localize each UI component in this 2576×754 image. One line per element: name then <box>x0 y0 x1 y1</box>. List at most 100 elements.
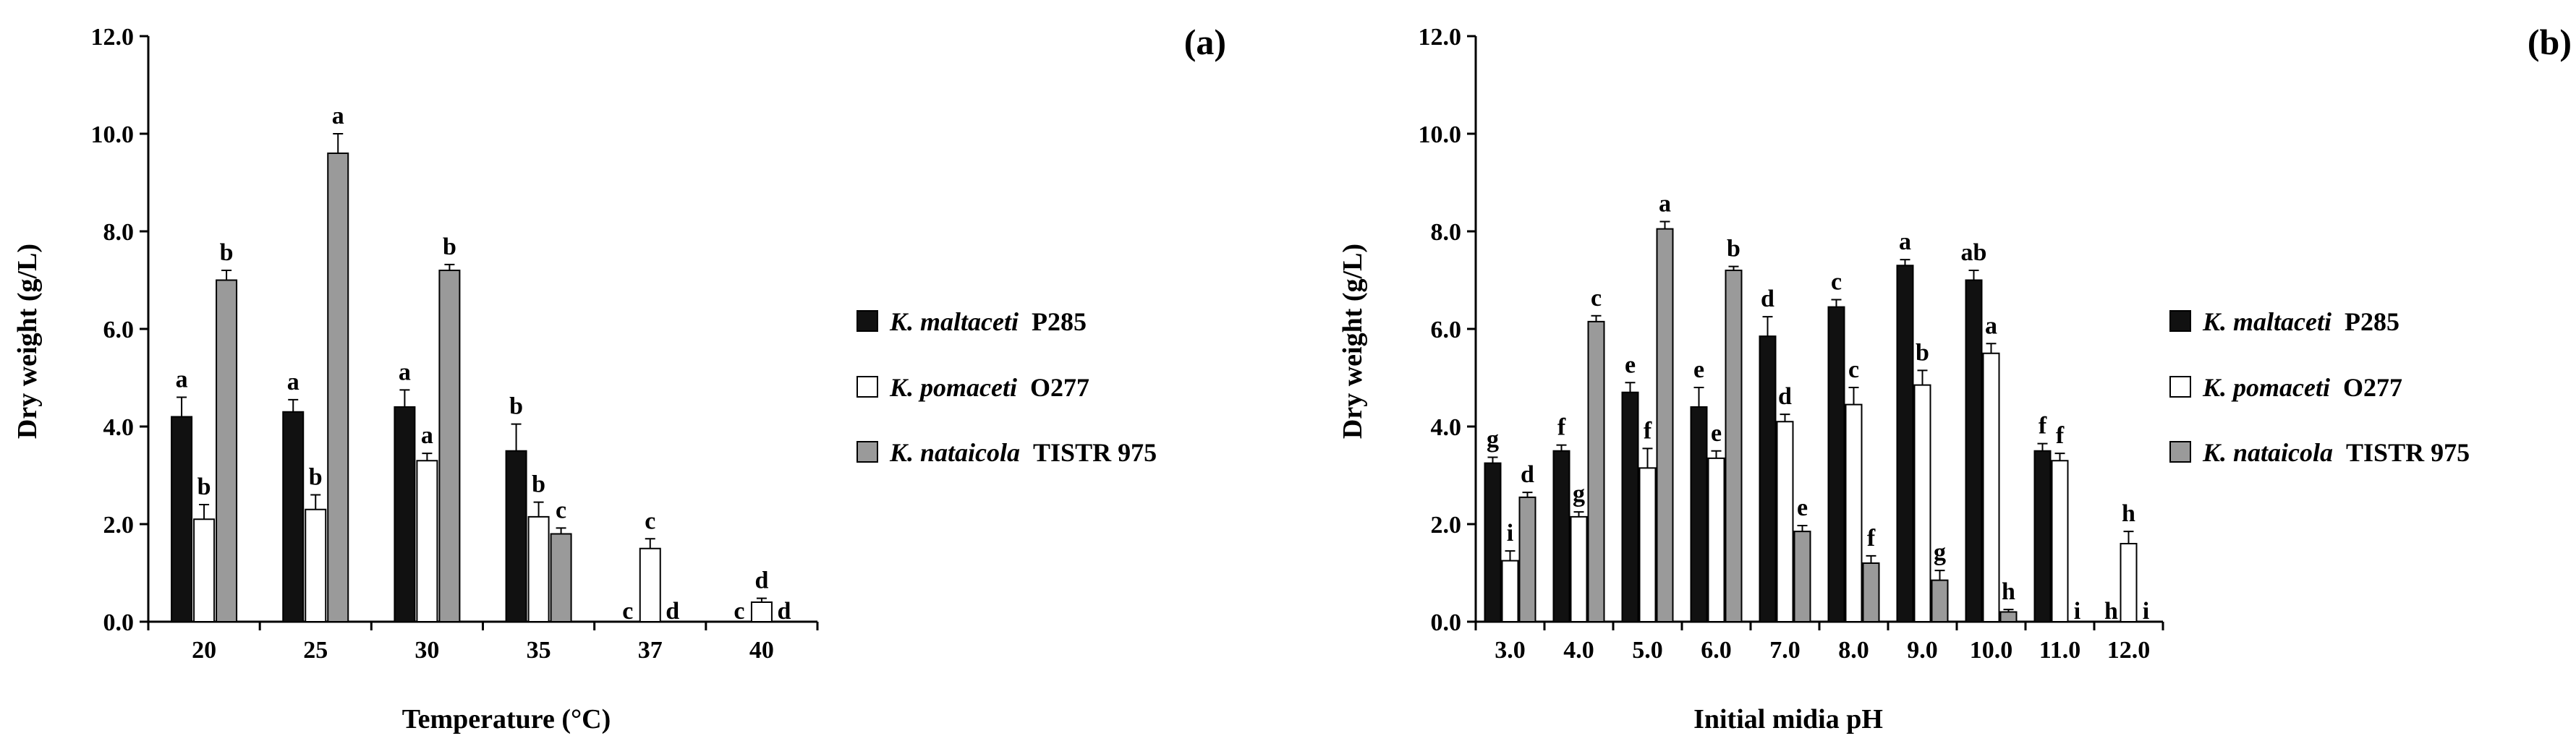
panel-b-x-axis-title: Initial midia pH <box>1693 704 1883 734</box>
significance-letter: h <box>2104 598 2118 625</box>
bar <box>216 279 238 622</box>
bar <box>416 460 438 622</box>
bar <box>505 450 527 622</box>
bar <box>1999 611 2018 622</box>
panel-a-x-tick-label: 37 <box>638 637 663 664</box>
bar <box>1827 306 1845 622</box>
legend-swatch-pomaceti <box>856 376 878 398</box>
bar <box>1759 335 1777 622</box>
significance-letter: i <box>1507 520 1513 547</box>
significance-letter: a <box>176 367 188 393</box>
panel-b-y-tick-label: 4.0 <box>1431 414 1462 441</box>
bar <box>282 411 305 622</box>
bar <box>305 508 327 622</box>
significance-letter: e <box>1625 351 1636 378</box>
bar <box>394 406 416 622</box>
bar <box>1690 406 1708 622</box>
panel-b-x-tick-label: 10.0 <box>1970 637 2013 664</box>
significance-letter: a <box>1985 312 1997 339</box>
panel-a-x-tick-label: 25 <box>303 637 328 664</box>
bar <box>750 601 773 622</box>
bar <box>1638 467 1657 622</box>
panel-b-x-tick-label: 3.0 <box>1495 637 1526 664</box>
bar <box>327 153 349 622</box>
bar <box>1587 320 1605 622</box>
panel-b-x-tick-label: 5.0 <box>1632 637 1663 664</box>
panel-a-y-tick-label: 2.0 <box>103 512 135 539</box>
significance-letter: d <box>666 598 679 625</box>
panel-a-x-tick-label: 35 <box>527 637 551 664</box>
significance-letter: d <box>1761 286 1774 312</box>
significance-letter: c <box>622 598 633 625</box>
significance-letter: ab <box>1961 239 1987 266</box>
bar <box>2051 460 2069 622</box>
significance-letter: i <box>2074 598 2080 625</box>
panel-b-label: (b) <box>2528 22 2572 62</box>
panel-b-x-tick-label: 9.0 <box>1907 637 1938 664</box>
significance-letter: f <box>2056 422 2065 449</box>
panel-b-y-tick-label: 6.0 <box>1431 317 1462 343</box>
panel-a-y-tick-label: 6.0 <box>103 317 135 343</box>
significance-letter: e <box>1693 356 1704 383</box>
significance-letter: b <box>220 239 234 266</box>
panel-b-x-tick-label: 12.0 <box>2107 637 2151 664</box>
panel-a-y-tick-label: 0.0 <box>103 609 135 636</box>
panel-a-y-tick-label: 12.0 <box>91 24 135 51</box>
bar <box>1793 531 1811 622</box>
panel-a-x-axis-title: Temperature (°C) <box>402 704 611 734</box>
legend-swatch-nataicola-box <box>856 441 878 463</box>
panel-b-x-tick-label: 6.0 <box>1701 637 1732 664</box>
panel-a-y-tick-label: 8.0 <box>103 219 135 246</box>
significance-letter: b <box>509 393 523 420</box>
panel-b-x-tick-label: 7.0 <box>1769 637 1801 664</box>
panel-b-legend: K. maltaceti P285 K. pomaceti O277 K. nata… <box>2169 307 2470 467</box>
bar <box>1501 560 1519 622</box>
significance-letter: c <box>1831 269 1842 296</box>
panel-b-x-tick-label: 8.0 <box>1838 637 1869 664</box>
bar <box>1913 384 1931 622</box>
significance-letter: b <box>309 464 323 491</box>
significance-letter: b <box>1727 236 1740 262</box>
panel-b-y-tick-label: 8.0 <box>1431 219 1462 246</box>
bar <box>1725 270 1743 622</box>
bar <box>2120 543 2138 622</box>
legend-label-maltaceti: K. maltaceti P285 <box>889 307 1087 336</box>
bar <box>1656 228 1674 622</box>
significance-letter: e <box>1711 420 1722 447</box>
significance-letter: e <box>1797 494 1808 521</box>
significance-letter: c <box>645 507 655 534</box>
bar <box>550 533 572 622</box>
panel-b-y-tick-label: 12.0 <box>1419 24 1462 51</box>
bar <box>1707 457 1725 622</box>
bar <box>1862 562 1880 622</box>
significance-letter: a <box>1899 228 1911 255</box>
panel-b-y-tick-label: 2.0 <box>1431 512 1462 539</box>
significance-letter: a <box>287 369 299 395</box>
significance-letter: i <box>2143 598 2149 625</box>
bar <box>1776 421 1794 622</box>
legend-b-label-nataicola: K. nataicola TISTR 975 <box>2202 438 2470 467</box>
legend-b-label-pomaceti: K. pomaceti O277 <box>2202 373 2402 402</box>
bar <box>2033 450 2052 622</box>
panel-a-y-tick-label: 10.0 <box>91 121 135 148</box>
significance-letter: a <box>332 103 344 129</box>
panel-a-y-axis-title: Dry weight (g/L) <box>12 244 43 439</box>
bar <box>171 416 193 622</box>
significance-letter: b <box>1916 339 1929 366</box>
panel-b-ph-chart: (b) Initial midia pH Dry weight (g/L) 0.… <box>1338 22 2572 734</box>
bar <box>1845 403 1863 622</box>
legend-b-swatch-maltaceti <box>2169 310 2191 332</box>
legend-b-label-maltaceti: K. maltaceti P285 <box>2202 307 2399 336</box>
panel-a-temperature-chart: (a) Temperature (°C) Dry weight (g/L) 0.… <box>12 22 1226 734</box>
significance-letter: f <box>2039 413 2047 440</box>
bar <box>1484 462 1502 622</box>
significance-letter: b <box>532 471 545 498</box>
significance-letter: b <box>443 234 456 260</box>
panel-a-y-tick-label: 4.0 <box>103 414 135 441</box>
significance-letter: c <box>734 598 744 625</box>
bar <box>527 515 550 622</box>
panel-b-y-tick-label: 10.0 <box>1419 121 1462 148</box>
bar <box>1518 496 1536 622</box>
significance-letter: f <box>1557 414 1566 441</box>
bar <box>438 270 461 622</box>
